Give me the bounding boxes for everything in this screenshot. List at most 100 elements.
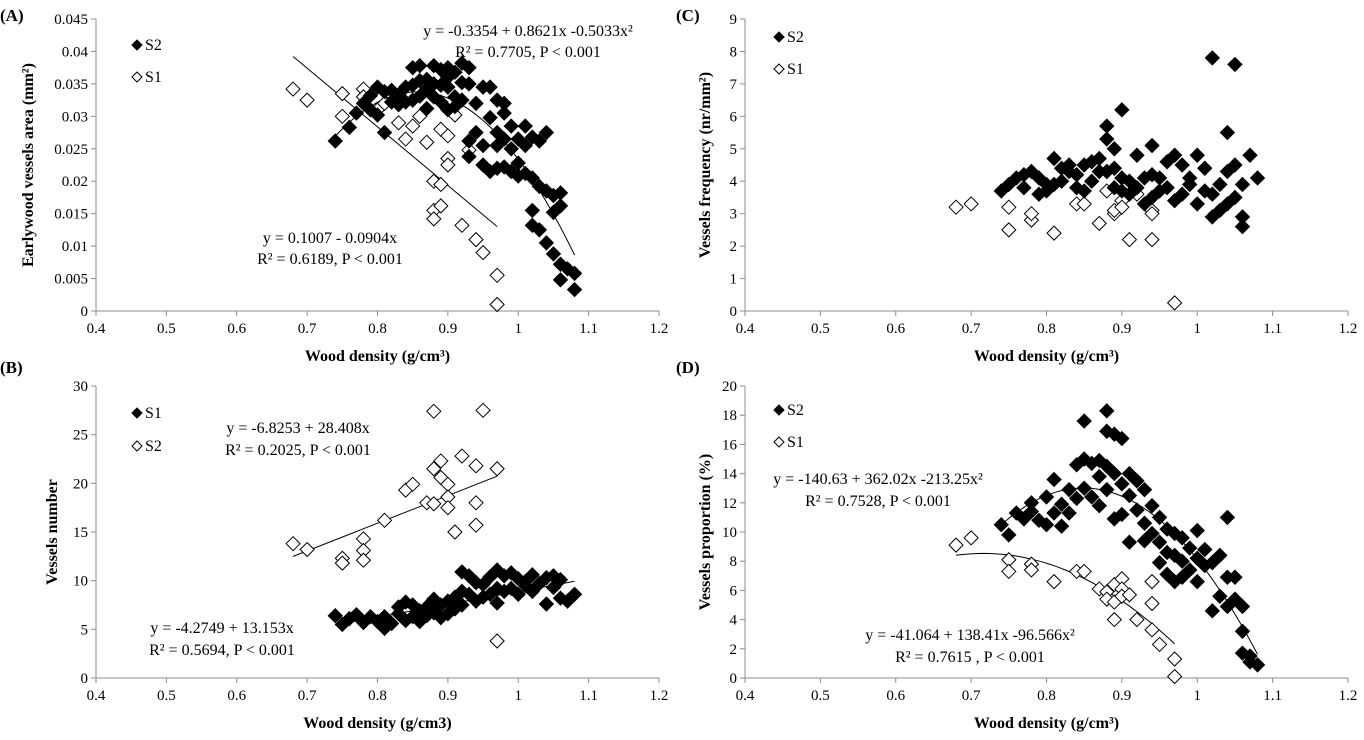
data-point-s1: [397, 131, 414, 147]
y-tick-label: 20: [73, 476, 88, 492]
legend-label: S2: [145, 438, 162, 455]
data-point-s1: [1144, 231, 1160, 248]
data-point-s2: [559, 261, 576, 277]
data-point-s2: [489, 92, 505, 108]
data-point-s2: [1166, 547, 1183, 564]
data-point-s2: [1114, 476, 1130, 492]
data-point-s2: [482, 109, 498, 126]
x-tick-label: 0.6: [886, 321, 905, 337]
data-point-s2: [1121, 465, 1138, 482]
data-point-s2: [1091, 150, 1107, 167]
data-point-s2: [1114, 506, 1130, 523]
data-point-s2: [1144, 525, 1160, 542]
data-point-s2: [496, 159, 512, 175]
data-point-s2: [1046, 150, 1062, 167]
x-tick-label: 0.6: [227, 688, 246, 704]
y-tick-label: 4: [730, 613, 738, 629]
y-tick-label: 8: [730, 44, 738, 60]
data-point-s2: [1016, 511, 1032, 527]
data-point-s1: [1076, 563, 1092, 580]
data-point-s2: [1129, 180, 1145, 196]
data-point-s2: [524, 217, 541, 234]
data-point-s2: [369, 107, 386, 123]
y-tick-label: 0.025: [54, 142, 88, 158]
data-point-s2: [1212, 588, 1228, 604]
x-tick-label: 1: [1194, 688, 1202, 704]
data-point-s2: [524, 202, 541, 219]
x-tick-label: 0.4: [736, 688, 755, 704]
data-point-s2: [531, 133, 548, 149]
data-point-s2: [1182, 562, 1198, 578]
data-point-s2: [1219, 598, 1236, 615]
data-point-s2: [1197, 160, 1213, 176]
data-point-s1: [475, 576, 491, 593]
y-tick-label: 0.005: [54, 272, 88, 288]
data-point-s1: [948, 537, 964, 553]
data-point-s1: [1121, 587, 1138, 603]
x-tick-label: 0.8: [1037, 688, 1056, 704]
data-point-s2: [1046, 505, 1062, 521]
data-point-s2: [1227, 189, 1243, 206]
data-point-s1: [426, 211, 442, 227]
data-point-s1: [1001, 563, 1017, 580]
data-point-s2: [1099, 131, 1115, 147]
data-point-s2: [1189, 196, 1205, 212]
data-point-s2: [341, 119, 358, 136]
equation-text: y = -41.064 + 138.41x -96.566x²: [865, 627, 1075, 644]
data-point-s1: [1129, 611, 1145, 628]
data-point-s2: [503, 163, 519, 180]
x-tick-label: 0.9: [439, 688, 458, 704]
legend-label: S2: [145, 37, 162, 54]
y-tick-label: 18: [722, 408, 737, 424]
data-point-s2: [538, 124, 555, 141]
data-point-s2: [1219, 509, 1236, 526]
panel-label: (C): [676, 6, 700, 25]
data-point-s1: [963, 196, 979, 212]
y-tick-label: 0.015: [54, 207, 88, 223]
data-point-s2: [1182, 540, 1198, 556]
data-point-s2: [1114, 430, 1130, 447]
x-tick-label: 1.2: [1339, 321, 1358, 337]
data-point-s1: [545, 568, 562, 584]
data-point-s2: [376, 124, 393, 141]
data-point-s2: [1106, 160, 1123, 176]
y-axis-title: Vessels number: [44, 479, 61, 585]
legend-label: S1: [787, 61, 804, 78]
data-point-s1: [440, 157, 456, 173]
y-tick-label: 10: [722, 525, 737, 541]
data-point-s1: [1046, 573, 1062, 590]
x-axis-title: Wood density (g/cm³): [974, 348, 1119, 365]
data-point-s2: [538, 235, 555, 251]
data-point-s2: [468, 124, 484, 141]
y-axis-title: Earlywood vessels area (mm²): [20, 63, 37, 267]
x-tick-label: 1.1: [579, 321, 598, 337]
data-point-s2: [1189, 522, 1205, 539]
y-tick-label: 14: [722, 467, 738, 483]
data-point-s2: [503, 141, 519, 157]
x-axis-title: Wood density (g/cm3): [303, 715, 451, 732]
y-tick-label: 25: [73, 428, 88, 444]
data-point-s2: [1197, 541, 1213, 558]
y-tick-label: 16: [722, 437, 738, 453]
data-point-s1: [433, 198, 449, 214]
data-point-s1: [1114, 199, 1130, 215]
r-squared-text: R² = 0.7705, P < 0.001: [455, 44, 601, 61]
x-tick-label: 0.7: [962, 321, 981, 337]
data-point-s1: [390, 115, 407, 131]
data-point-s2: [1038, 516, 1055, 533]
data-point-s2: [1144, 167, 1160, 183]
data-point-s2: [1227, 591, 1243, 607]
data-point-s2: [468, 517, 484, 533]
data-point-s2: [489, 461, 505, 477]
data-point-s2: [1053, 173, 1070, 189]
data-point-s1: [1144, 573, 1160, 590]
data-point-s2: [468, 495, 484, 511]
data-point-s2: [566, 265, 583, 282]
data-point-s2: [1001, 527, 1017, 543]
panel-d: 0.4 0.5 0.6 0.7 0.8 0.9 1 1.1 1.2 0 2 4 6 8 10 12 14 16 18…: [676, 358, 1357, 732]
data-point-s1: [948, 199, 964, 215]
x-tick-label: 0.8: [368, 688, 387, 704]
y-tick-label: 3: [730, 207, 738, 223]
y-tick-label: 0.045: [54, 12, 88, 28]
data-point-s2: [1068, 167, 1085, 183]
